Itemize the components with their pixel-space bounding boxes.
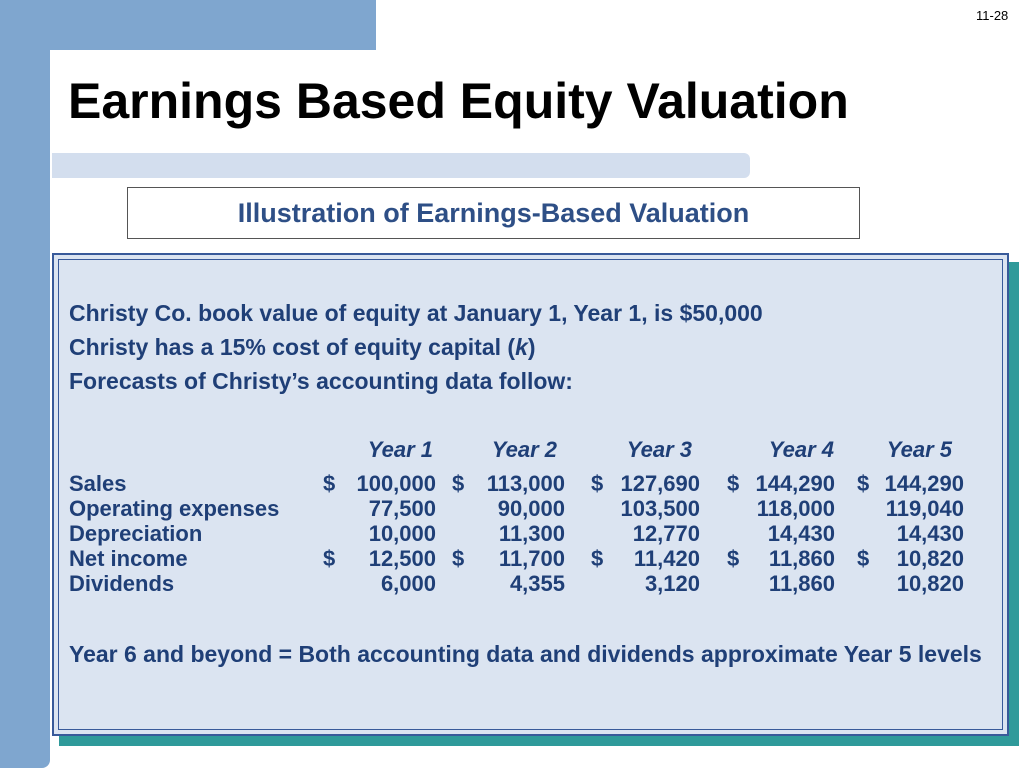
table-cell: 103,500 xyxy=(620,496,700,521)
table-cell: 10,820 xyxy=(896,546,964,571)
table-cell: 144,290 xyxy=(884,471,964,496)
column-header-year-5: Year 5 xyxy=(886,437,952,462)
footer-note: Year 6 and beyond = Both accounting data… xyxy=(69,641,982,667)
left-accent-bar xyxy=(0,0,50,768)
currency-symbol: $ xyxy=(591,546,604,571)
intro-line-1: Christy Co. book value of equity at Janu… xyxy=(69,300,763,326)
content-panel: Christy Co. book value of equity at Janu… xyxy=(52,253,1009,736)
subtitle-text: Illustration of Earnings-Based Valuation xyxy=(237,197,750,228)
column-header-year-1: Year 1 xyxy=(367,437,433,462)
row-label: Operating expenses xyxy=(69,496,280,521)
table-cell: 11,860 xyxy=(768,546,835,571)
intro-line-2: Christy has a 15% cost of equity capital… xyxy=(69,334,536,360)
table-cell: 11,860 xyxy=(768,571,835,596)
cost-of-equity-symbol: k xyxy=(515,334,528,360)
subtitle-box: Illustration of Earnings-Based Valuation xyxy=(127,187,860,239)
currency-symbol: $ xyxy=(591,471,604,496)
page-number: 11-28 xyxy=(976,8,1009,23)
table-cell: 144,290 xyxy=(755,471,835,496)
table-cell: 12,770 xyxy=(632,521,700,546)
row-label: Depreciation xyxy=(69,521,203,546)
table-cell: 11,700 xyxy=(498,546,565,571)
table-cell: 10,000 xyxy=(368,521,436,546)
table-cell: 6,000 xyxy=(380,571,436,596)
intro-line-3: Forecasts of Christy’s accounting data f… xyxy=(69,368,573,394)
table-cell: 118,000 xyxy=(756,496,835,521)
table-cell: 3,120 xyxy=(644,571,700,596)
column-header-year-2: Year 2 xyxy=(491,437,557,462)
currency-symbol: $ xyxy=(727,546,740,571)
table-cell: 127,690 xyxy=(620,471,700,496)
currency-symbol: $ xyxy=(727,471,740,496)
table-cell: 11,300 xyxy=(498,521,565,546)
title-underline-bar xyxy=(52,153,750,178)
table-cell: 10,820 xyxy=(896,571,964,596)
table-cell: 14,430 xyxy=(896,521,964,546)
row-label: Dividends xyxy=(69,571,175,596)
row-label: Sales xyxy=(69,471,127,496)
table-cell: 119,040 xyxy=(885,496,964,521)
table-cell: 90,000 xyxy=(497,496,565,521)
currency-symbol: $ xyxy=(452,546,465,571)
currency-symbol: $ xyxy=(857,471,870,496)
currency-symbol: $ xyxy=(323,471,336,496)
table-cell: 113,000 xyxy=(486,471,565,496)
table-cell: 4,355 xyxy=(509,571,565,596)
column-header-year-3: Year 3 xyxy=(626,437,692,462)
table-cell: 14,430 xyxy=(767,521,835,546)
table-cell: 12,500 xyxy=(368,546,436,571)
currency-symbol: $ xyxy=(323,546,336,571)
table-cell: 77,500 xyxy=(368,496,436,521)
table-cell: 100,000 xyxy=(356,471,436,496)
column-header-year-4: Year 4 xyxy=(768,437,834,462)
row-label: Net income xyxy=(69,546,188,571)
top-accent-bar xyxy=(0,0,376,50)
currency-symbol: $ xyxy=(857,546,870,571)
content-panel-inner: Christy Co. book value of equity at Janu… xyxy=(58,259,1003,730)
currency-symbol: $ xyxy=(452,471,465,496)
table-cell: 11,420 xyxy=(633,546,700,571)
slide-title: Earnings Based Equity Valuation xyxy=(68,73,849,129)
